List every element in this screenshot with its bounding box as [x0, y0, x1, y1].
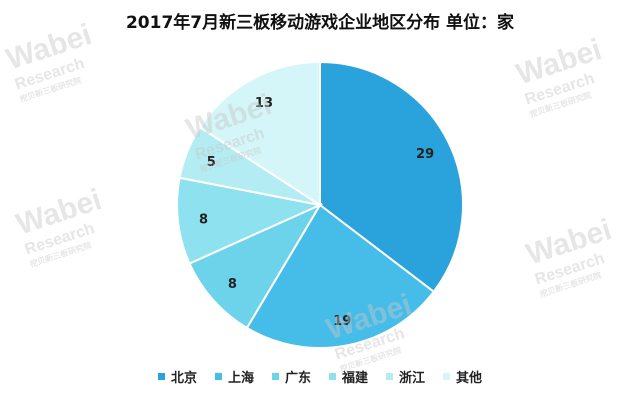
slice-value-label-3: 8	[199, 212, 208, 227]
legend-swatch	[386, 373, 394, 380]
pie-slice-0	[319, 60, 464, 294]
legend-swatch	[271, 373, 279, 380]
legend-item-1: 上海	[214, 367, 254, 386]
legend-label: 广东	[284, 371, 311, 386]
pie-slice-2	[188, 202, 323, 330]
pie-slice-1	[245, 203, 436, 349]
legend-label: 其他	[456, 371, 483, 386]
legend-item-3: 福建	[329, 367, 368, 386]
legend-swatch	[157, 373, 165, 380]
slice-value-label-2: 8	[228, 277, 237, 292]
legend-label: 福建	[342, 371, 369, 386]
legend-item-0: 北京	[157, 367, 197, 386]
legend-label: 浙江	[399, 371, 426, 386]
slice-value-label-5: 13	[255, 96, 273, 111]
legend-swatch	[214, 373, 222, 380]
legend-swatch	[329, 373, 336, 380]
slice-value-label-0: 29	[416, 147, 434, 162]
pie-slice-3	[176, 176, 324, 265]
pie-slice-5	[198, 60, 321, 207]
legend: 北京 上海 广东 福建 浙江 其他	[0, 367, 640, 386]
legend-swatch	[443, 373, 451, 380]
legend-item-2: 广东	[271, 367, 311, 386]
legend-label: 北京	[170, 371, 197, 386]
legend-item-5: 其他	[443, 367, 482, 386]
legend-item-4: 浙江	[386, 367, 425, 386]
chart-title: 2017年7月新三板移动游戏企业地区分布 单位：家	[125, 13, 515, 33]
slice-value-label-1: 19	[333, 314, 351, 329]
slice-value-label-4: 5	[207, 155, 216, 170]
legend-label: 上海	[227, 371, 254, 386]
